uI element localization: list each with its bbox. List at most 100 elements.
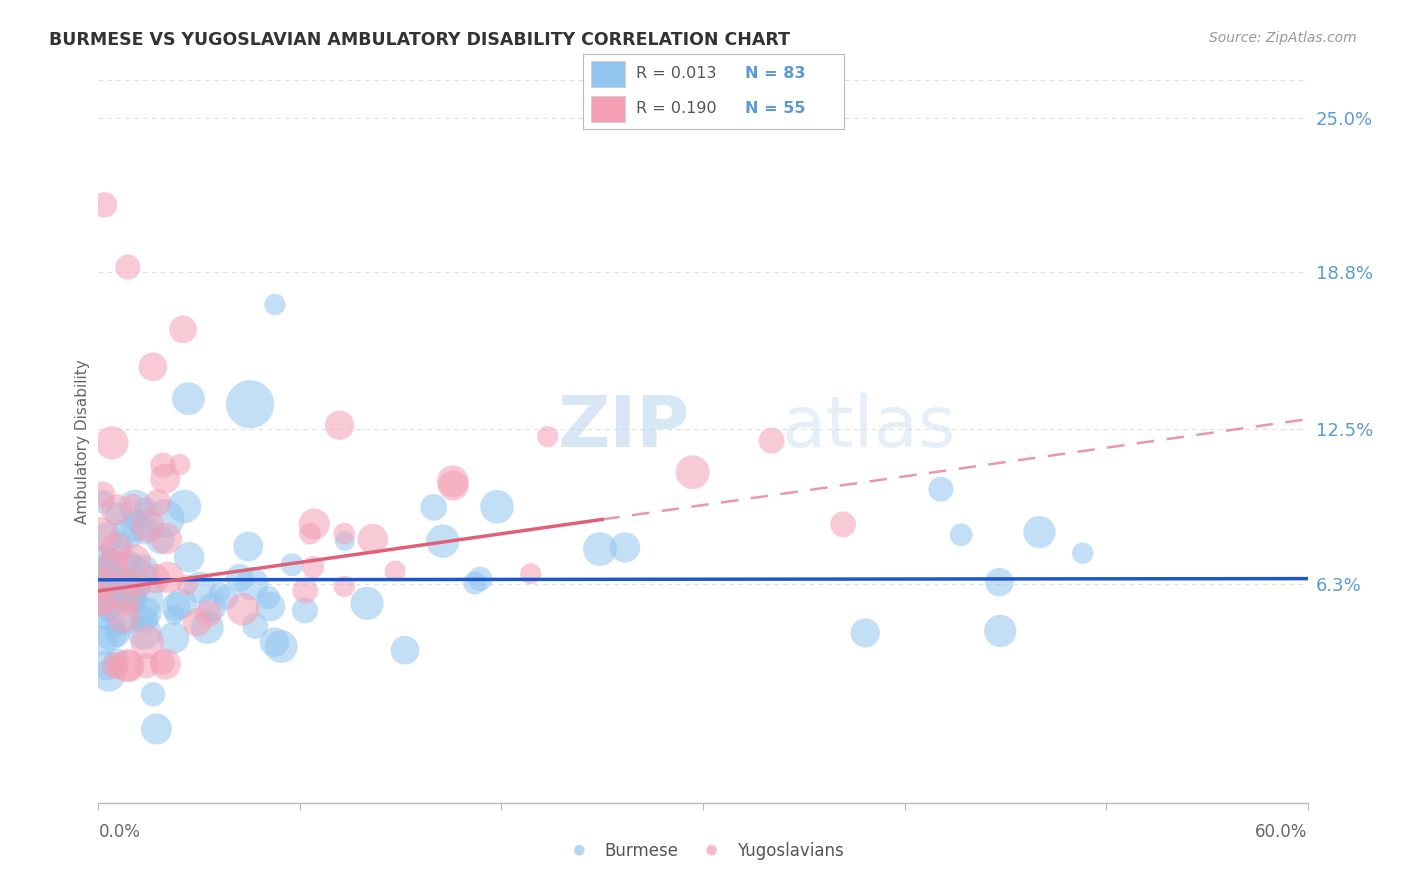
Point — [832, 517, 855, 532]
Point — [614, 541, 637, 555]
Point — [988, 624, 1011, 638]
Point — [176, 578, 198, 592]
Point — [170, 597, 193, 611]
Point — [356, 596, 378, 610]
Point — [281, 558, 304, 572]
Point — [105, 541, 128, 556]
Point — [117, 658, 139, 673]
Point — [91, 494, 114, 508]
Point — [96, 531, 118, 545]
Point — [96, 560, 118, 574]
Point — [94, 599, 117, 613]
Text: N = 83: N = 83 — [745, 67, 806, 81]
Point — [172, 322, 194, 336]
Point — [105, 628, 128, 642]
Point — [112, 609, 135, 624]
Point — [201, 600, 224, 615]
Point — [238, 540, 260, 554]
FancyBboxPatch shape — [592, 62, 626, 87]
Point — [135, 606, 157, 620]
Point — [94, 658, 117, 673]
Point — [89, 596, 111, 610]
Point — [197, 607, 219, 621]
Point — [422, 500, 444, 515]
Point — [173, 500, 195, 514]
Point — [270, 640, 292, 654]
Point — [100, 627, 122, 641]
Point — [257, 591, 280, 605]
Y-axis label: Ambulatory Disability: Ambulatory Disability — [75, 359, 90, 524]
Point — [682, 465, 704, 479]
Point — [135, 658, 157, 673]
Point — [1071, 546, 1094, 560]
Point — [239, 397, 262, 411]
Point — [97, 580, 120, 594]
Point — [394, 643, 416, 657]
Text: 60.0%: 60.0% — [1256, 822, 1308, 841]
Point — [111, 586, 134, 600]
Point — [145, 722, 167, 736]
Point — [136, 518, 159, 533]
Point — [117, 260, 139, 274]
Point — [105, 502, 128, 516]
Point — [240, 576, 263, 591]
Point — [229, 571, 252, 585]
Point — [142, 687, 165, 701]
Point — [134, 613, 156, 627]
Point — [243, 619, 266, 633]
Point — [519, 566, 541, 581]
Point — [195, 620, 218, 634]
Point — [93, 592, 115, 607]
Point — [761, 434, 783, 448]
Point — [853, 626, 876, 640]
Point — [124, 500, 146, 514]
Text: atlas: atlas — [782, 392, 956, 461]
Point — [162, 631, 184, 645]
Point — [299, 526, 322, 541]
Point — [89, 591, 111, 606]
Point — [177, 392, 200, 406]
Point — [155, 657, 177, 672]
Point — [91, 487, 114, 501]
Point — [97, 599, 120, 613]
Text: R = 0.013: R = 0.013 — [636, 67, 716, 81]
Point — [105, 507, 128, 521]
Point — [104, 575, 127, 590]
Point — [134, 625, 156, 640]
Text: BURMESE VS YUGOSLAVIAN AMBULATORY DISABILITY CORRELATION CHART: BURMESE VS YUGOSLAVIAN AMBULATORY DISABI… — [49, 31, 790, 49]
Point — [384, 564, 406, 578]
Point — [104, 620, 127, 634]
Point — [464, 576, 486, 591]
Point — [163, 607, 186, 622]
Point — [441, 475, 464, 489]
Point — [101, 435, 124, 450]
Point — [589, 542, 612, 557]
Text: 0.0%: 0.0% — [98, 822, 141, 841]
Point — [105, 654, 128, 668]
Point — [89, 527, 111, 541]
Point — [259, 599, 281, 614]
Point — [104, 658, 127, 673]
Point — [432, 534, 454, 549]
Point — [188, 581, 211, 595]
Point — [155, 472, 177, 486]
Point — [103, 565, 125, 579]
Point — [98, 549, 121, 563]
Point — [101, 558, 124, 573]
Point — [294, 603, 316, 617]
Point — [208, 585, 231, 599]
Text: R = 0.190: R = 0.190 — [636, 102, 716, 116]
Point — [93, 198, 115, 212]
Point — [91, 551, 114, 566]
Point — [263, 635, 285, 649]
Point — [117, 658, 139, 673]
Point — [107, 658, 129, 673]
Text: Source: ZipAtlas.com: Source: ZipAtlas.com — [1209, 31, 1357, 45]
Point — [155, 532, 177, 546]
Point — [145, 572, 167, 586]
Point — [121, 592, 143, 607]
Point — [441, 478, 464, 492]
Point — [125, 519, 148, 533]
Point — [124, 513, 146, 527]
Point — [118, 575, 141, 590]
